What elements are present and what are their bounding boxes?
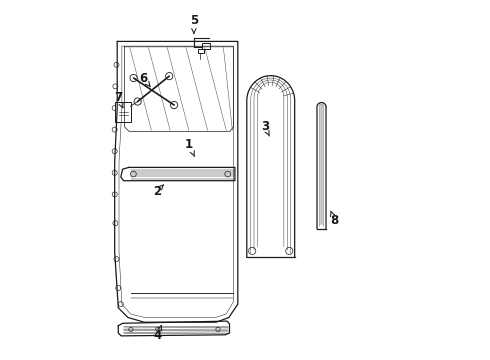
Text: 4: 4 xyxy=(154,326,162,342)
Bar xyxy=(202,43,210,49)
Text: 2: 2 xyxy=(153,185,164,198)
Text: 8: 8 xyxy=(330,211,339,227)
Text: 5: 5 xyxy=(190,14,198,33)
Text: 1: 1 xyxy=(185,138,195,157)
Bar xyxy=(116,102,130,122)
Bar xyxy=(198,49,204,53)
Text: 6: 6 xyxy=(139,72,150,87)
Text: 3: 3 xyxy=(261,120,270,136)
Text: 7: 7 xyxy=(114,91,123,108)
